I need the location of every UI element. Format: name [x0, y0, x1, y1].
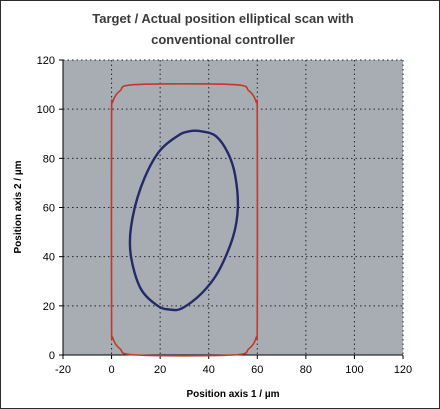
x-tick-label: 80: [300, 364, 312, 376]
y-tick-label: 100: [37, 104, 55, 116]
x-axis-title: Position axis 1 / µm: [186, 389, 279, 400]
x-tick-label: -20: [55, 364, 71, 376]
x-tick-label: 20: [154, 364, 166, 376]
x-tick-label: 40: [203, 364, 215, 376]
chart-title-line-2: conventional controller: [151, 32, 295, 47]
y-tick-label: 120: [37, 55, 55, 67]
y-tick-label: 80: [43, 153, 55, 165]
x-tick-label: 60: [251, 364, 263, 376]
y-axis-title: Position axis 2 / µm: [13, 160, 24, 253]
y-tick-label: 40: [43, 252, 55, 264]
y-tick-label: 60: [43, 203, 55, 215]
x-tick-label: 120: [394, 364, 412, 376]
x-tick-label: 0: [109, 364, 115, 376]
plot-area: [63, 60, 403, 355]
series-line-outer: [110, 83, 259, 357]
series-lines: [110, 83, 259, 357]
x-tick-label: 100: [345, 364, 363, 376]
chart-title-line-1: Target / Actual position elliptical scan…: [92, 11, 354, 26]
y-tick-label: 0: [49, 350, 55, 362]
series-line-inner: [128, 129, 240, 312]
chart-title: Target / Actual position elliptical scan…: [92, 11, 354, 47]
y-tick-label: 20: [43, 301, 55, 313]
